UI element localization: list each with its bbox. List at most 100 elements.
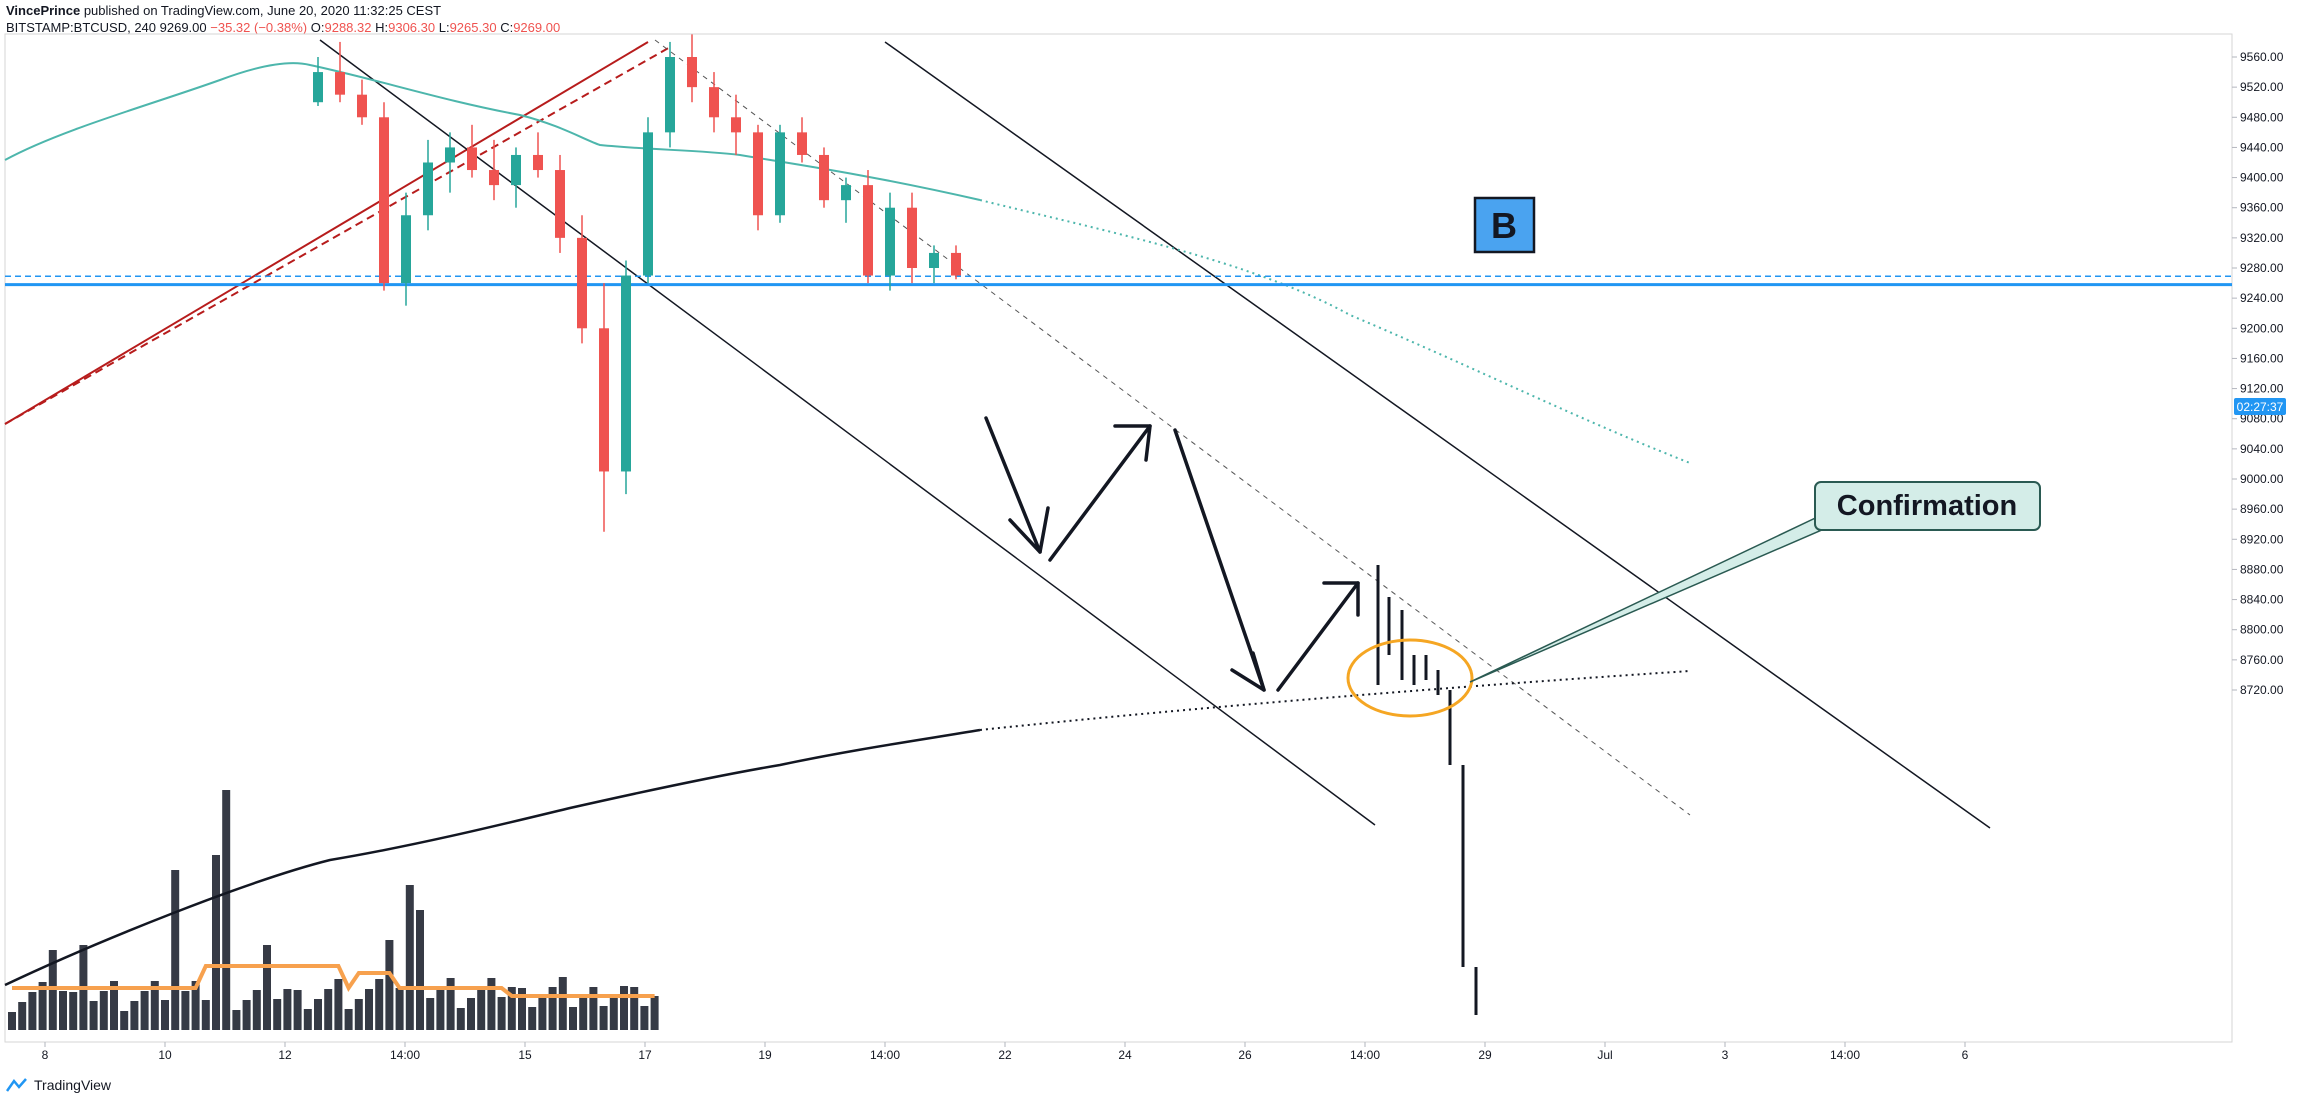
volume-bar [436, 988, 445, 1030]
volume-bars [8, 790, 659, 1030]
author-name: VincePrince [6, 3, 81, 18]
time-tick-label: 17 [638, 1048, 652, 1062]
time-tick-label: 12 [278, 1048, 292, 1062]
volume-bar [303, 1009, 312, 1030]
candle [775, 124, 785, 223]
volume-bar [89, 1001, 98, 1030]
volume-bar [548, 987, 557, 1030]
candle [423, 139, 433, 231]
symbol-label: BITSTAMP:BTCUSD, 240 [6, 20, 157, 35]
high-label: H: [375, 20, 389, 35]
candle [709, 72, 719, 133]
volume-bar [38, 982, 47, 1030]
candle [863, 170, 873, 284]
footer-brand: TradingView [34, 1077, 112, 1093]
candle [467, 124, 477, 178]
volume-bar [507, 987, 516, 1030]
time-tick-label: 14:00 [390, 1048, 420, 1062]
published-text: published on TradingView.com, June 20, 2… [83, 3, 442, 18]
volume-bar [650, 996, 659, 1030]
open-label: O: [310, 20, 325, 35]
close-label: C: [500, 20, 514, 35]
price-tag: 02:27:37 [2234, 398, 2286, 415]
candle [687, 34, 697, 103]
volume-bar [558, 977, 567, 1030]
volume-bar [344, 1009, 353, 1030]
red-trendline-dashed [4, 45, 673, 425]
moving-average-black [4, 728, 981, 987]
candle [643, 117, 653, 284]
volume-moving-average [12, 964, 655, 998]
volume-bar [181, 991, 190, 1030]
b-label: B [1491, 205, 1517, 246]
time-tick-label: 14:00 [1830, 1048, 1860, 1062]
volume-bar [365, 989, 373, 1030]
volume-bar [599, 1006, 608, 1030]
volume-bar [518, 988, 526, 1030]
price-tick-label: 8800.00 [2240, 623, 2284, 637]
volume-bar [130, 1001, 139, 1030]
candle [797, 117, 807, 163]
volume-bar [120, 1011, 129, 1030]
candle [401, 192, 411, 306]
channel-upper-line [884, 41, 1991, 829]
volume-bar [589, 987, 598, 1030]
volume-bar [609, 996, 618, 1030]
candle [841, 177, 851, 223]
time-tick-label: 19 [758, 1048, 772, 1062]
publish-info: VincePrince published on TradingView.com… [6, 3, 441, 18]
candle [313, 57, 323, 106]
confirmation-callout[interactable]: Confirmation [1814, 481, 2041, 531]
volume-bar [528, 1007, 537, 1030]
last-price: 9269.00 [159, 20, 207, 35]
price-tick-label: 9320.00 [2240, 231, 2284, 245]
volume-bar [263, 945, 271, 1030]
price-tick-label: 9240.00 [2240, 291, 2284, 305]
open-value: 9288.32 [324, 20, 372, 35]
price-tick-label: 9280.00 [2240, 261, 2284, 275]
candlesticks [313, 34, 961, 532]
candle [445, 132, 455, 193]
candle [753, 124, 763, 231]
b-label-box[interactable]: B [1473, 196, 1536, 254]
volume-bar [620, 986, 628, 1030]
candle [533, 132, 543, 178]
volume-bar [630, 987, 639, 1030]
time-tick-label: 22 [998, 1048, 1012, 1062]
volume-bar [375, 979, 384, 1030]
price-tick-label: 9360.00 [2240, 201, 2284, 215]
volume-bar [569, 1007, 577, 1030]
price-tick-label: 8880.00 [2240, 562, 2284, 576]
volume-bar [579, 997, 588, 1030]
volume-bar [324, 989, 333, 1030]
price-axis[interactable]: 9560.00 9520.00 9480.00 9440.00 9400.00 9360.… [2232, 50, 2284, 697]
price-tick-label: 8720.00 [2240, 683, 2284, 697]
red-trendline-solid [4, 41, 649, 425]
price-tick-label: 9160.00 [2240, 351, 2284, 365]
volume-bar [8, 1012, 16, 1030]
price-tick-label: 9480.00 [2240, 110, 2284, 124]
volume-bar [354, 999, 363, 1030]
volume-bar [150, 981, 159, 1030]
volume-bar [222, 790, 231, 1030]
confirmation-ellipse [1346, 638, 1474, 718]
candle [907, 192, 917, 284]
time-tick-label: Jul [1597, 1048, 1612, 1062]
candle [335, 41, 345, 103]
candle [731, 94, 741, 155]
volume-bar [242, 1000, 251, 1030]
tradingview-footer[interactable]: TradingView [6, 1077, 111, 1093]
time-axis[interactable]: 8 10 12 14:00 15 17 19 14:00 22 24 26 14:00 29 Jul 3 14… [42, 1042, 1969, 1062]
volume-bar [59, 991, 67, 1030]
time-tick-label: 8 [42, 1048, 49, 1062]
volume-bar [191, 981, 200, 1030]
candle [819, 147, 829, 208]
forecast-candles [1376, 565, 1478, 1015]
time-tick-label: 10 [158, 1048, 172, 1062]
volume-bar [201, 1000, 210, 1030]
high-value: 9306.30 [388, 20, 436, 35]
volume-bar [110, 981, 118, 1030]
volume-bar [232, 1010, 241, 1030]
time-tick-label: 14:00 [870, 1048, 900, 1062]
